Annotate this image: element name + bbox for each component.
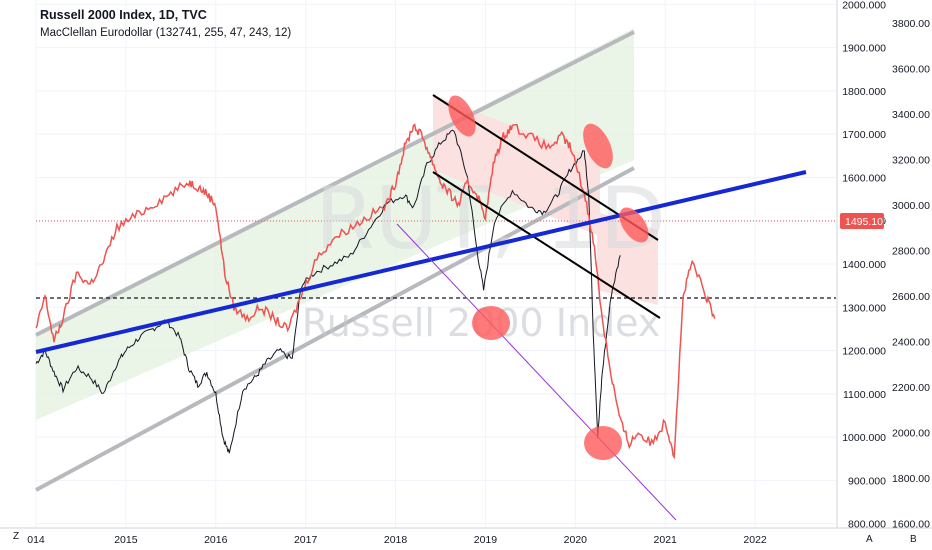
scale-mode-button[interactable]: B	[910, 534, 917, 545]
y-left-tick-label: 1300.000	[842, 302, 886, 314]
channel-upper-line	[35, 30, 635, 337]
y-right-tick-label: 3400.00	[892, 109, 930, 121]
y-right-tick-label: 2400.00	[892, 336, 930, 348]
y-right-tick-label: 1800.00	[892, 473, 930, 485]
x-tick-label: 014	[27, 534, 45, 546]
y-left-tick-label: 1400.000	[842, 259, 886, 271]
x-tick-label: 2017	[294, 534, 318, 546]
price-series-line	[35, 129, 621, 454]
series-layer	[35, 123, 716, 460]
trend-line	[35, 170, 807, 354]
highlight-ellipse-5	[584, 426, 622, 460]
y-left-tick-label: 2000.000	[842, 0, 886, 11]
highlight-ellipse-2	[583, 123, 613, 169]
x-tick-label: 2020	[564, 534, 588, 546]
y-right-tick-label: 2200.00	[892, 382, 930, 394]
y-left-tick-label: 1000.000	[842, 432, 886, 444]
y-right-tick-label: 3600.00	[892, 63, 930, 75]
y-left-tick-label: 1600.000	[842, 172, 886, 184]
legend-indicator[interactable]: MacClellan Eurodollar (132741, 255, 47, …	[40, 27, 292, 39]
y-left-tick-label: 1200.000	[842, 346, 886, 358]
y-right-tick-label: 2800.00	[892, 245, 930, 257]
legend-title[interactable]: Russell 2000 Index, 1D, TVC	[40, 8, 207, 22]
fan-line	[396, 223, 677, 521]
x-tick-label: 2022	[743, 534, 767, 546]
y-left-tick-label: 1700.000	[842, 129, 886, 141]
y-left-tick-label: 800.000	[848, 519, 886, 531]
y-left-tick-label: 1800.000	[842, 86, 886, 98]
highlight-ellipse-4	[472, 306, 510, 340]
y-right-tick-label: 2000.00	[892, 427, 930, 439]
channel-lower-line	[35, 166, 635, 492]
y-right-tick-label: 2600.00	[892, 291, 930, 303]
current-price-label: 1495.101	[845, 216, 889, 228]
x-tick-label: 2019	[474, 534, 498, 546]
x-tick-label: 2021	[654, 534, 678, 546]
indicator-series-line	[35, 123, 716, 460]
x-tick-label: 2018	[384, 534, 408, 546]
x-tick-label: 2016	[204, 534, 228, 546]
desc-channel-lower	[432, 171, 661, 319]
axis-left-button[interactable]: Z	[13, 531, 20, 542]
y-left-tick-label: 1100.000	[843, 389, 886, 401]
y-left-tick-label: 1900.000	[842, 43, 886, 55]
y-right-tick-label: 3800.00	[892, 18, 930, 30]
current-price-badge	[840, 213, 884, 229]
y-right-tick-label: 1600.00	[892, 518, 930, 530]
y-left-tick-label: 900.000	[848, 475, 886, 487]
x-tick-label: 2015	[114, 534, 138, 546]
y-right-tick-label: 3200.00	[892, 154, 930, 166]
auto-scale-button[interactable]: A	[866, 534, 873, 545]
highlight-ellipse-3	[619, 207, 649, 243]
y-right-tick-label: 3000.00	[892, 200, 930, 212]
highlight-ellipse-1	[448, 95, 476, 137]
